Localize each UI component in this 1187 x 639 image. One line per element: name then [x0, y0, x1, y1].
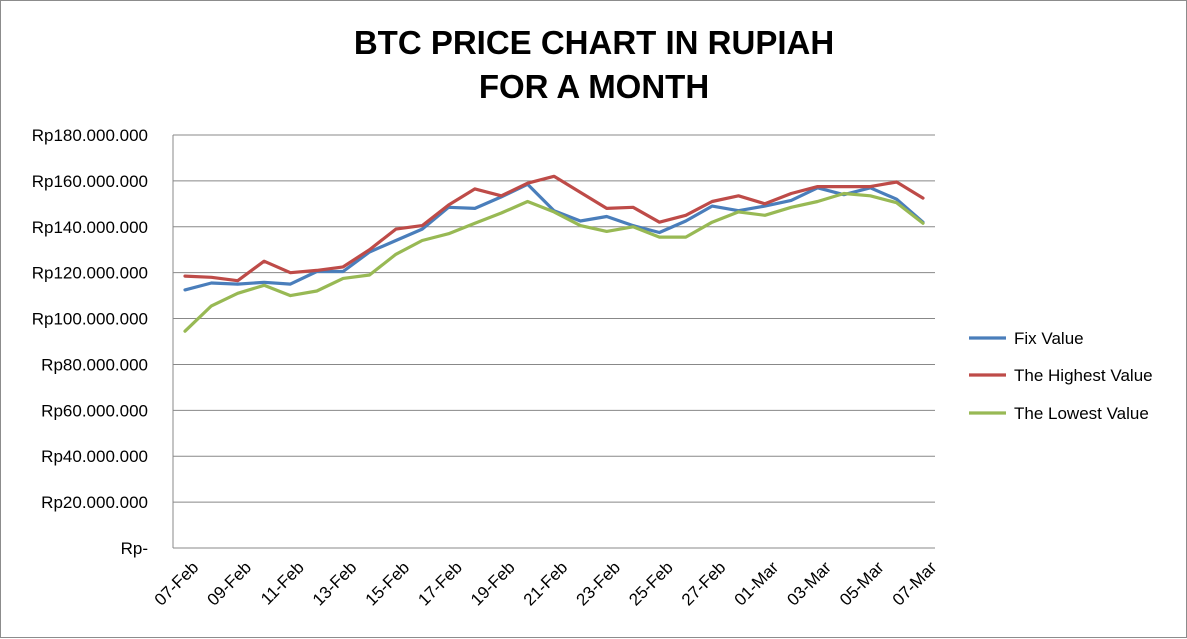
- x-tick-label-3: 13-Feb: [309, 558, 361, 610]
- x-tick-label-2: 11-Feb: [257, 558, 308, 609]
- y-tick-label-3: Rp60.000.000: [41, 401, 148, 420]
- series-line-0: [183, 182, 925, 292]
- y-axis-tick-labels: Rp- Rp20.000.000 Rp40.000.000 Rp60.000.000 R…: [32, 126, 148, 558]
- x-tick-label-6: 19-Feb: [467, 558, 519, 610]
- y-tick-label-5: Rp100.000.000: [32, 310, 148, 329]
- x-tick-label-4: 15-Feb: [362, 558, 414, 610]
- y-tick-label-4: Rp80.000.000: [41, 355, 148, 374]
- x-tick-label-13: 05-Mar: [836, 558, 888, 610]
- legend-label-1: The Highest Value: [1014, 366, 1153, 385]
- x-tick-label-11: 01-Mar: [731, 558, 783, 610]
- x-tick-label-0: 07-Feb: [151, 558, 203, 610]
- x-axis-tick-labels: 07-Feb 09-Feb 11-Feb 13-Feb 15-Feb 17-Feb 19-F…: [151, 558, 941, 610]
- y-tick-label-6: Rp120.000.000: [32, 264, 148, 283]
- x-tick-label-12: 03-Mar: [783, 558, 835, 610]
- x-tick-label-10: 27-Feb: [678, 558, 730, 610]
- y-tick-label-8: Rp160.000.000: [32, 172, 148, 191]
- axes: [172, 135, 935, 549]
- legend: Fix Value The Highest Value The Lowest Val…: [969, 329, 1153, 423]
- series-line-2: [183, 191, 925, 333]
- x-tick-label-14: 07-Mar: [889, 558, 941, 610]
- series-line-1: [183, 174, 925, 283]
- y-tick-label-9: Rp180.000.000: [32, 126, 148, 145]
- legend-label-0: Fix Value: [1014, 329, 1084, 348]
- chart-subtitle: FOR A MONTH: [479, 68, 709, 105]
- y-tick-label-2: Rp40.000.000: [41, 447, 148, 466]
- x-tick-label-8: 23-Feb: [572, 558, 624, 610]
- y-tick-label-0: Rp-: [121, 539, 148, 558]
- chart-title: BTC PRICE CHART IN RUPIAH: [354, 24, 834, 61]
- series-lines: [183, 174, 925, 333]
- y-tick-label-1: Rp20.000.000: [41, 493, 148, 512]
- legend-label-2: The Lowest Value: [1014, 404, 1149, 423]
- y-tick-label-7: Rp140.000.000: [32, 218, 148, 237]
- x-tick-label-5: 17-Feb: [414, 558, 466, 610]
- x-tick-label-7: 21-Feb: [520, 558, 572, 610]
- x-tick-label-9: 25-Feb: [625, 558, 677, 610]
- x-tick-label-1: 09-Feb: [203, 558, 255, 610]
